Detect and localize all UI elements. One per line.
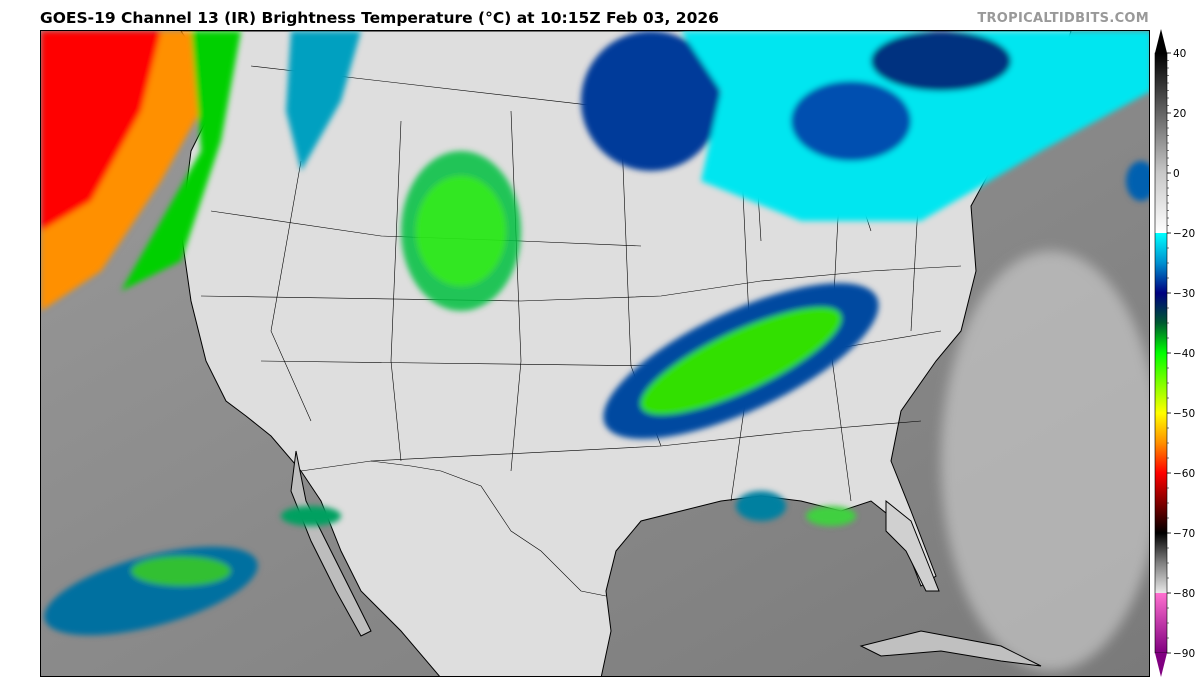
- colorbar-extend-min: [1155, 653, 1167, 677]
- colorbar-tick-label: −80: [1173, 588, 1195, 600]
- colorbar-tick-label: −50: [1173, 408, 1195, 420]
- colorbar-tick-label: 20: [1173, 108, 1186, 120]
- colorbar-gradient: [1154, 52, 1168, 654]
- cloud-gulf: [806, 506, 856, 526]
- cloud-ne-core: [871, 31, 1011, 91]
- colorbar-tick-label: −20: [1173, 228, 1195, 240]
- satellite-imagery: [41, 31, 1149, 676]
- cloud-plains-core: [416, 176, 506, 286]
- map-title: GOES-19 Channel 13 (IR) Brightness Tempe…: [40, 9, 719, 27]
- colorbar-tick-label: −70: [1173, 528, 1195, 540]
- cold-cloud-edge: [121, 31, 241, 291]
- atlantic-clouds: [941, 251, 1149, 671]
- source-credit: TROPICALTIDBITS.COM: [977, 11, 1149, 26]
- cloud-north-central: [581, 31, 721, 171]
- cloud-mexico: [281, 506, 341, 526]
- colorbar-tick-label: 0: [1173, 168, 1180, 180]
- cold-cloud-core: [41, 31, 161, 231]
- cloud-great-lakes-core: [791, 81, 911, 161]
- colorbar-tick-label: 40: [1173, 48, 1186, 60]
- cloud-band-north: [286, 31, 361, 171]
- cloud-pacific-core: [131, 556, 231, 586]
- cloud-midwest-core: [640, 307, 842, 415]
- colorbar-tick-label: −40: [1173, 348, 1195, 360]
- cloud-great-lakes: [681, 31, 1149, 221]
- cloud-gulf-coast: [736, 491, 786, 521]
- cloud-atlantic-ne: [1126, 161, 1149, 201]
- colorbar-tick-label: −90: [1173, 648, 1195, 660]
- cloud-features: [41, 31, 1149, 636]
- colorbar-tick-label: −60: [1173, 468, 1195, 480]
- cuba: [859, 630, 1042, 667]
- colorbar-extend-max: [1155, 29, 1167, 53]
- colorbar-tick-label: −30: [1173, 288, 1195, 300]
- florida: [885, 499, 940, 592]
- satellite-map: [40, 30, 1150, 677]
- colorbar: 40 20 0 −20 −30 −40 −50 −60 −70 −80 −90: [1154, 29, 1195, 677]
